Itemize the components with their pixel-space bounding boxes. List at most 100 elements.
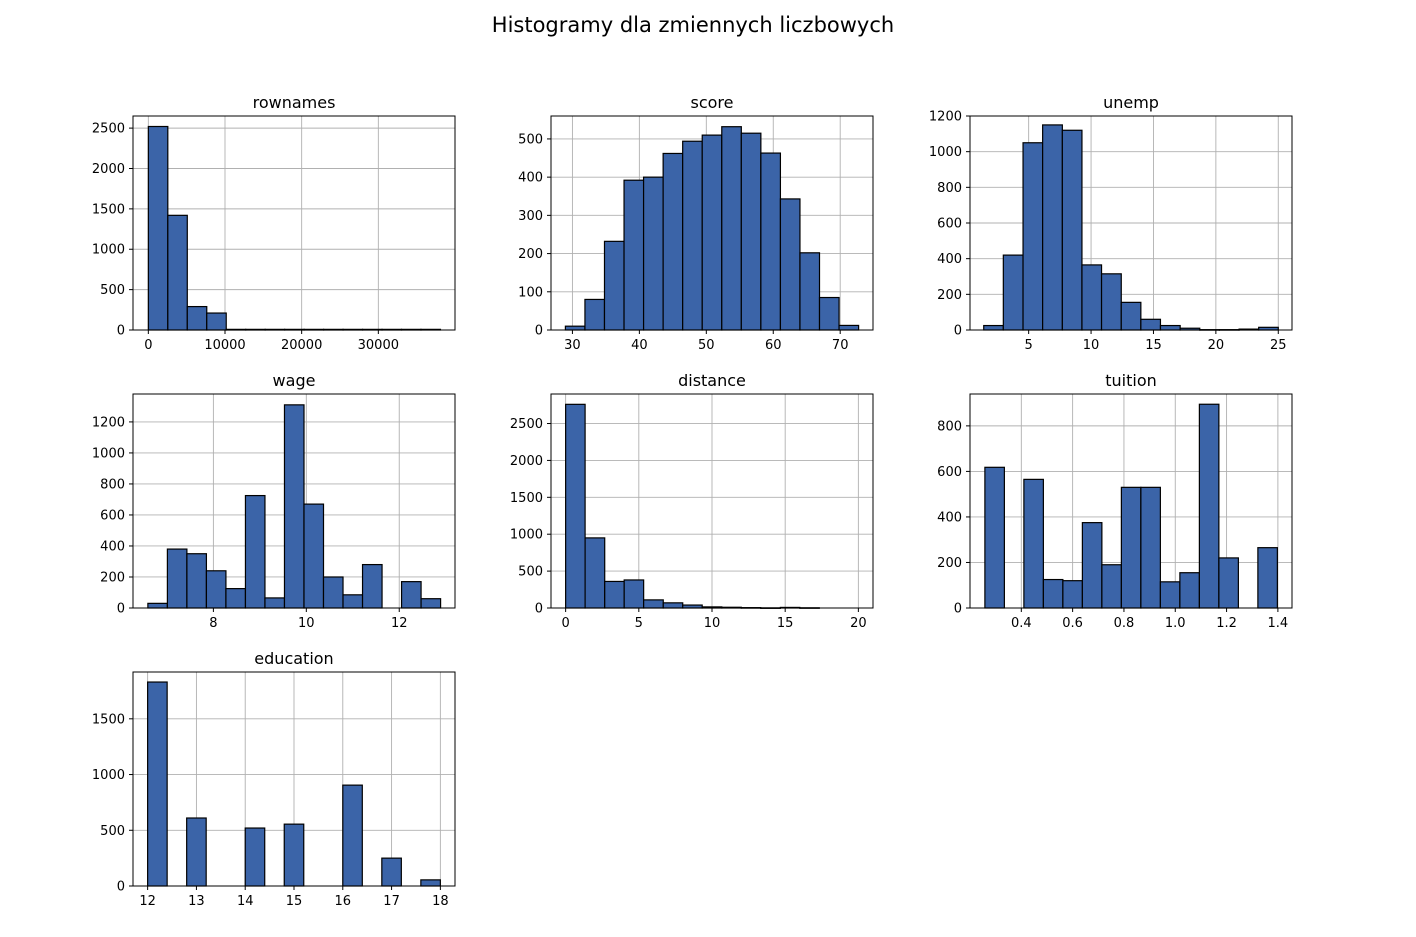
y-tick-label: 0 xyxy=(117,324,125,339)
histogram-bar xyxy=(1140,486,1161,609)
y-tick-label: 600 xyxy=(100,508,125,523)
y-tick-label: 1000 xyxy=(92,768,125,783)
histogram-bar xyxy=(682,140,703,331)
axes-frame xyxy=(550,115,874,331)
x-tick-label: 30 xyxy=(564,338,581,353)
histogram-bar xyxy=(264,597,286,609)
histogram-bar xyxy=(244,494,266,609)
histogram-bar xyxy=(167,214,188,331)
x-tick-label: 60 xyxy=(765,338,782,353)
y-tick-label: 0 xyxy=(954,324,962,339)
y-tick-label: 400 xyxy=(518,171,543,186)
histogram-bar xyxy=(283,823,305,887)
histogram-bar xyxy=(1062,580,1083,609)
x-tick-label: 12 xyxy=(391,616,408,631)
y-tick-label: 500 xyxy=(100,283,125,298)
histogram-bar xyxy=(147,602,168,609)
histogram-bar xyxy=(1081,522,1103,609)
histogram-bar xyxy=(1061,129,1083,331)
x-tick-label: 50 xyxy=(698,338,715,353)
histogram-bar xyxy=(1257,547,1278,609)
histogram-bar xyxy=(186,817,207,887)
histogram-bar xyxy=(818,296,840,331)
histogram-bar xyxy=(1023,478,1044,609)
x-tick-label: 12 xyxy=(139,894,156,909)
histogram-bar xyxy=(643,599,664,609)
histogram-bar xyxy=(799,252,821,331)
histogram-bar xyxy=(225,588,247,609)
y-tick-label: 600 xyxy=(937,465,962,480)
x-tick-label: 14 xyxy=(237,894,254,909)
y-tick-label: 1200 xyxy=(92,415,125,430)
panel-title-education: education xyxy=(254,649,333,668)
histogram-bar xyxy=(322,576,344,609)
histogram-score: score 30 40 50 60 70 0 100 200 300 400 500 xyxy=(518,93,874,353)
x-tick-label: 10 xyxy=(704,616,721,631)
histogram-bar xyxy=(303,503,325,609)
panel-title-unemp: unemp xyxy=(1103,93,1159,112)
y-tick-label: 2500 xyxy=(92,122,125,137)
histogram-bar xyxy=(1022,142,1044,331)
histogram-bar xyxy=(623,579,645,609)
histogram-bar xyxy=(186,553,208,609)
y-tick-label: 300 xyxy=(518,209,543,224)
histogram-tuition: tuition 0.4 0.6 0.8 1.0 1.2 1.4 0 200 400 600 800 xyxy=(937,371,1293,631)
y-tick-label: 500 xyxy=(518,132,543,147)
histogram-bar xyxy=(244,827,266,887)
histogram-bar xyxy=(1101,564,1122,609)
x-tick-label: 17 xyxy=(383,894,400,909)
histogram-bar xyxy=(604,580,625,609)
histogram-bar xyxy=(420,598,442,609)
histogram-bar xyxy=(1042,124,1063,331)
histogram-bar xyxy=(642,176,664,331)
y-tick-label: 600 xyxy=(937,217,962,232)
histogram-bar xyxy=(361,563,383,609)
x-tick-label: 15 xyxy=(286,894,303,909)
histogram-bar xyxy=(1198,403,1220,609)
y-tick-label: 1000 xyxy=(510,528,543,543)
histogram-bar xyxy=(1042,578,1064,609)
y-tick-label: 2500 xyxy=(510,417,543,432)
x-tick-label: 15 xyxy=(777,616,794,631)
histogram-bar xyxy=(603,240,625,331)
histogram-bar xyxy=(779,198,801,331)
histogram-unemp: unemp 5 10 15 20 25 0 200 400 600 800 1000 1200 xyxy=(929,93,1293,353)
histogram-bar xyxy=(1140,318,1162,331)
histogram-bar xyxy=(206,312,227,331)
histogram-bar xyxy=(147,681,168,887)
y-tick-label: 800 xyxy=(100,477,125,492)
histogram-bar xyxy=(400,581,422,609)
y-tick-label: 400 xyxy=(100,539,125,554)
x-tick-label: 0.4 xyxy=(1011,616,1032,631)
histogram-bar xyxy=(662,602,684,609)
histogram-bar xyxy=(701,134,723,331)
panel-title-rownames: rownames xyxy=(253,93,336,112)
x-tick-label: 20 xyxy=(1208,338,1225,353)
y-tick-label: 1000 xyxy=(929,145,962,160)
y-tick-label: 800 xyxy=(937,181,962,196)
y-tick-label: 800 xyxy=(937,419,962,434)
x-tick-label: 40 xyxy=(631,338,648,353)
histogram-bar xyxy=(838,324,860,331)
y-tick-label: 400 xyxy=(937,510,962,525)
x-tick-label: 0 xyxy=(561,616,569,631)
histogram-bar xyxy=(166,548,188,609)
y-tick-label: 500 xyxy=(100,824,125,839)
histogram-bar xyxy=(760,152,782,331)
histogram-bar xyxy=(721,126,742,331)
y-tick-label: 0 xyxy=(535,602,543,617)
figure-title: Histogramy dla zmiennych liczbowych xyxy=(492,13,894,37)
x-tick-label: 1.4 xyxy=(1268,616,1289,631)
histogram-bar xyxy=(1120,486,1142,609)
histogram-bar xyxy=(662,152,684,331)
histogram-bar xyxy=(205,570,227,609)
y-tick-label: 1000 xyxy=(92,243,125,258)
histogram-bar xyxy=(1081,264,1103,331)
y-tick-label: 1200 xyxy=(929,110,962,125)
histogram-bar xyxy=(983,324,1004,331)
histogram-bar xyxy=(564,325,586,331)
y-tick-label: 200 xyxy=(937,556,962,571)
histogram-wage: wage 8 10 12 0 200 400 600 800 1000 1200 xyxy=(92,371,456,631)
y-tick-label: 1500 xyxy=(92,712,125,727)
